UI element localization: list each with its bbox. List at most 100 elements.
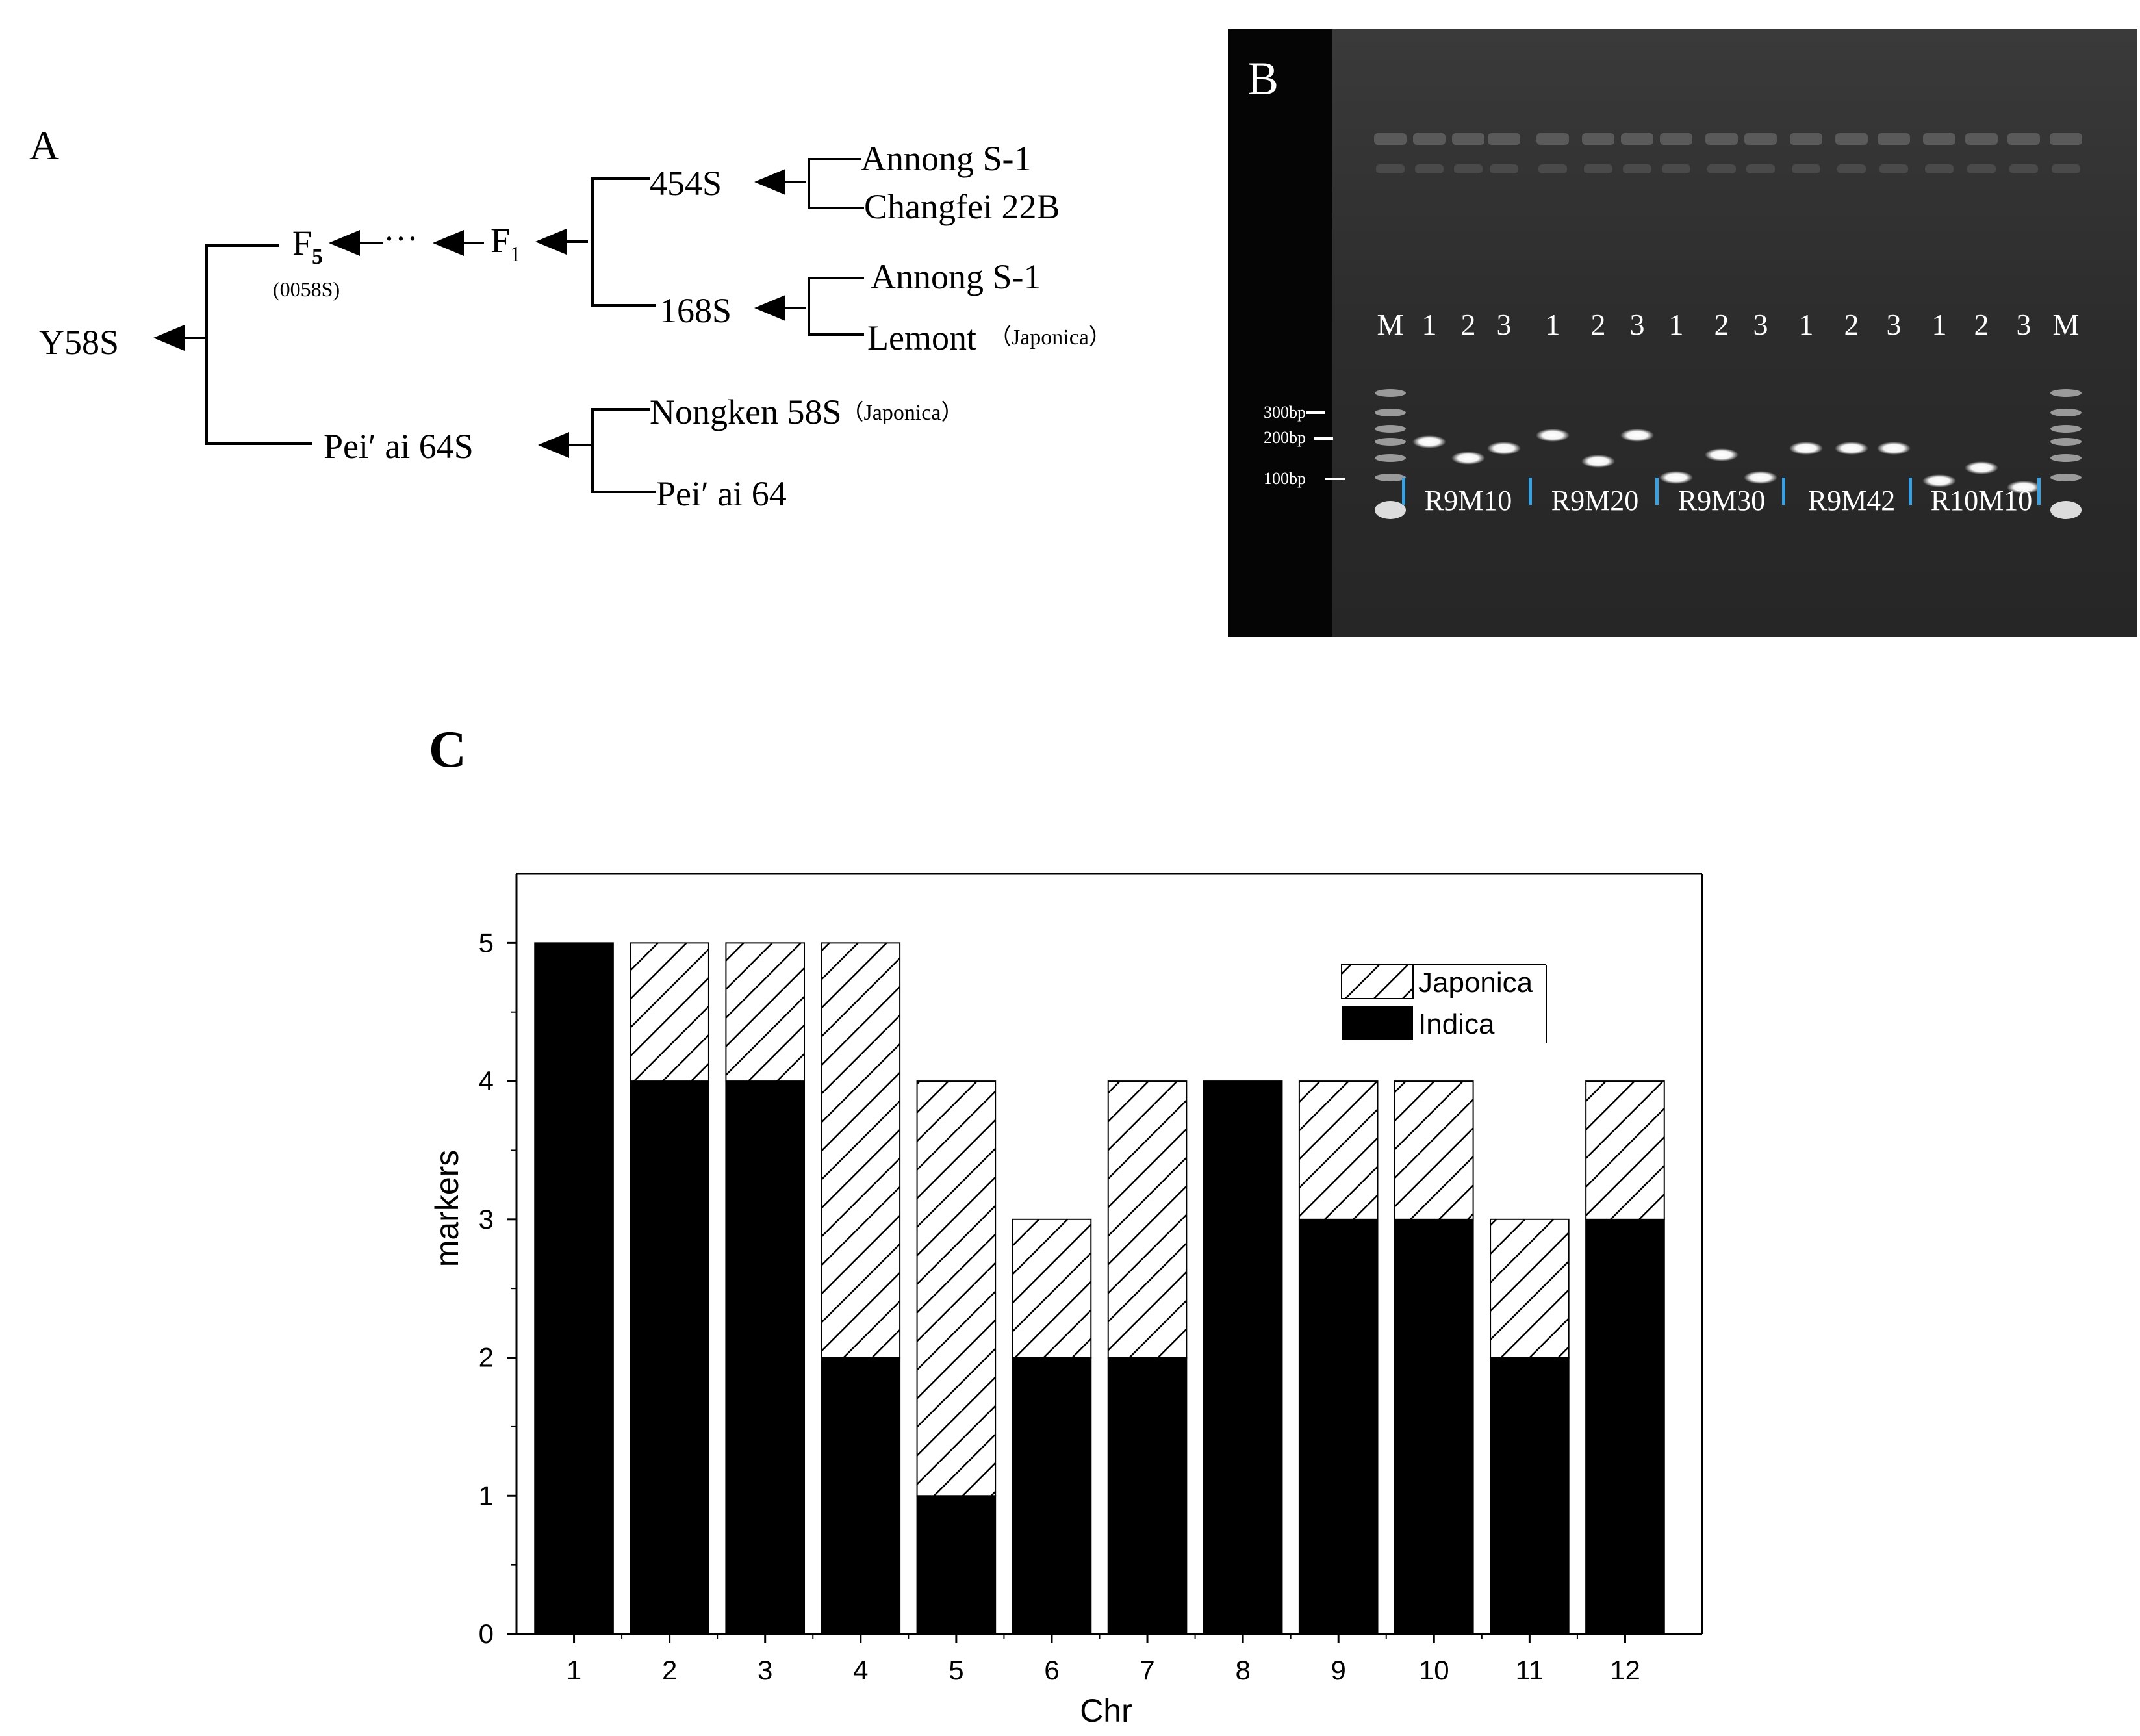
gel-well-shadow: [1792, 164, 1820, 173]
gel-well: [1705, 133, 1738, 145]
node-f5: F5: [292, 223, 323, 269]
gel-band: [1835, 442, 1868, 455]
ladder-band: [2050, 425, 2082, 433]
x-tick-label: 10: [1419, 1655, 1449, 1685]
bar-japonica-7: [1107, 1080, 1188, 1359]
node-peiai-64: Pei′ ai 64: [656, 474, 787, 513]
gel-well: [1744, 133, 1777, 145]
group-divider: [1782, 478, 1785, 505]
ladder-300bp: 300bp: [1264, 403, 1306, 422]
ladder-band: [1375, 438, 1406, 446]
gel-well: [1413, 133, 1446, 145]
legend-label-indica: Indica: [1418, 1008, 1495, 1040]
gel-well-shadow: [1376, 164, 1405, 173]
lane-label: M: [2053, 308, 2080, 341]
panel-a-label: A: [29, 122, 59, 168]
x-tick-label: 3: [758, 1655, 772, 1685]
node-annong-s1-a: Annong S-1: [861, 139, 1032, 178]
node-lemont: Lemont （Japonica）: [867, 318, 1111, 357]
ladder-band: [2050, 389, 2082, 397]
marker-name: R9M30: [1678, 485, 1765, 517]
gel-well: [1835, 133, 1868, 145]
generation-ellipsis: ···: [383, 219, 418, 258]
gel-well: [1452, 133, 1484, 145]
node-annong-s1-b: Annong S-1: [871, 257, 1041, 296]
gel-bands: [1375, 389, 2082, 519]
node-nongken-58s: Nongken 58S（Japonica）: [650, 392, 963, 431]
bar-japonica-11: [1490, 1218, 1570, 1359]
group-divider: [1655, 478, 1659, 505]
gel-well-shadow: [2009, 164, 2038, 173]
lane-label: 3: [2017, 308, 2032, 341]
y-tick-label: 1: [479, 1480, 494, 1511]
ladder-band: [1375, 454, 1406, 462]
marker-name: R9M10: [1425, 485, 1512, 517]
gel-well: [1488, 133, 1520, 145]
x-tick-label: 9: [1331, 1655, 1346, 1685]
gel-well: [1965, 133, 1998, 145]
lane-label: M: [1377, 308, 1404, 341]
gel-well: [1790, 133, 1822, 145]
gel-well: [2007, 133, 2040, 145]
node-y58s: Y58S: [39, 323, 119, 362]
lane-label: 2: [1844, 308, 1859, 341]
x-tick-label: 6: [1044, 1655, 1059, 1685]
ladder-band: [2050, 409, 2082, 416]
bar-indica-12: [1585, 1218, 1665, 1635]
gel-band: [1744, 471, 1777, 484]
gel-well: [1660, 133, 1692, 145]
gel-band: [1659, 471, 1693, 484]
ladder-band: [2050, 454, 2082, 462]
bar-indica-6: [1012, 1357, 1092, 1635]
marker-name: R9M20: [1551, 485, 1638, 517]
gel-band: [1620, 429, 1654, 442]
lane-label: 2: [1714, 308, 1729, 341]
node-changfei-22b: Changfei 22B: [864, 187, 1060, 226]
gel-well: [1878, 133, 1910, 145]
legend: Japonica Indica: [1341, 964, 1547, 1043]
marker-groups: R9M10 R9M20 R9M30 R9M42 R10M10: [1402, 478, 2041, 517]
gel-band: [1789, 442, 1823, 455]
ladder-band: [1375, 474, 1406, 481]
lane-label: 3: [1887, 308, 1902, 341]
node-f5-note: (0058S): [273, 277, 340, 301]
legend-swatch-japonica: [1341, 964, 1414, 999]
gel-band: [1581, 455, 1615, 468]
bar-indica-7: [1107, 1357, 1188, 1635]
ladder-band: [2050, 501, 2082, 519]
ladder-200bp: 200bp: [1264, 428, 1306, 447]
y-axis-label: markers: [429, 1150, 465, 1268]
legend-label-japonica: Japonica: [1418, 967, 1533, 999]
panel-b-label: B: [1247, 53, 1279, 105]
bar-japonica-6: [1012, 1218, 1092, 1359]
gel-well-shadow: [1662, 164, 1690, 173]
legend-swatch-indica: [1342, 1006, 1413, 1040]
ladder-labels: 300bp 200bp 100bp: [1264, 403, 1345, 488]
group-divider: [2037, 478, 2041, 505]
lane-label: 1: [1546, 308, 1560, 341]
x-axis-label: Chr: [1080, 1692, 1132, 1729]
gel-well: [1582, 133, 1614, 145]
y-tick-label: 5: [479, 927, 494, 958]
bar-indica-8: [1203, 1080, 1283, 1635]
ladder-100bp: 100bp: [1264, 469, 1306, 488]
ladder-band: [1375, 501, 1406, 519]
gel-band: [1412, 435, 1446, 448]
gel-well-shadow: [1454, 164, 1483, 173]
node-454s: 454S: [650, 164, 722, 203]
bar-indica-9: [1298, 1218, 1379, 1635]
gel-band: [1536, 429, 1570, 442]
bar-indica-10: [1394, 1218, 1474, 1635]
bar-japonica-12: [1585, 1080, 1665, 1220]
x-tick-label: 7: [1140, 1655, 1154, 1685]
gel-well-shadow: [1584, 164, 1612, 173]
gel-band: [1705, 448, 1739, 461]
panel-c-label: C: [429, 721, 466, 778]
gel-well-shadow: [1925, 164, 1954, 173]
lane-label: 1: [1669, 308, 1684, 341]
node-f1: F1: [490, 221, 521, 266]
ladder-band: [2050, 474, 2082, 481]
